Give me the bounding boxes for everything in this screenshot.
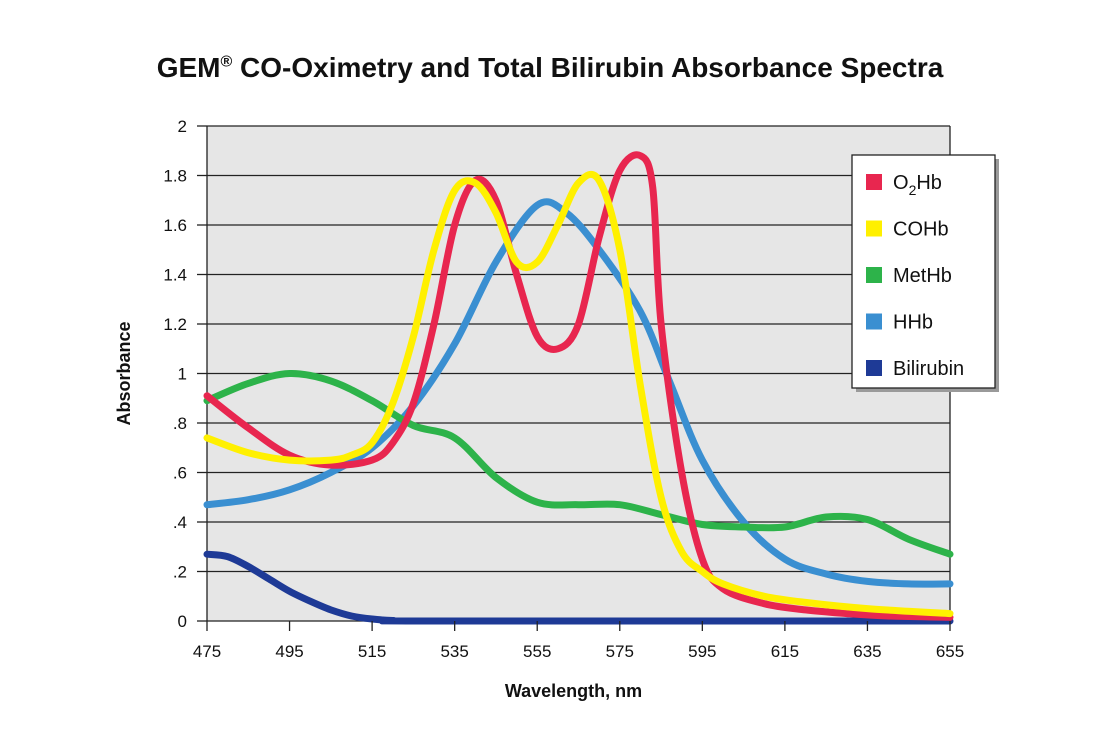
x-tick-label: 595: [688, 642, 716, 661]
series-line-o2hb: [203, 151, 954, 621]
legend-label-o2hb: O2Hb: [893, 172, 942, 198]
y-tick-label: .6: [173, 464, 187, 483]
legend-swatch-hhb: [866, 313, 882, 330]
x-tick-label: 635: [853, 642, 881, 661]
y-tick-label: 1.2: [163, 315, 187, 334]
series-lines: [203, 151, 954, 625]
x-tick-label: 535: [440, 642, 468, 661]
legend-label-cohb: COHb: [893, 219, 949, 241]
title-text: CO-Oximetry and Total Bilirubin Absorban…: [240, 52, 944, 83]
y-tick-label: 2: [178, 117, 187, 136]
legend-label-methb: MetHb: [893, 265, 952, 287]
y-tick-label: .8: [173, 414, 187, 433]
y-tick-label: .4: [173, 513, 187, 532]
x-axis-ticks: 475 495 515 535 555 575 595 615 635 655: [193, 621, 964, 661]
y-axis-ticks: 0 .2 .4 .6 .8 1 1.2 1.4 1.6 1.8 2: [163, 117, 207, 631]
y-tick-label: 1.6: [163, 216, 187, 235]
legend: O2Hb COHb MetHb HHb Bilirubin: [851, 154, 999, 392]
x-tick-label: 655: [936, 642, 964, 661]
y-tick-label: .2: [173, 563, 187, 582]
x-axis-label: Wavelength, nm: [505, 681, 642, 701]
legend-swatch-o2hb: [866, 174, 882, 190]
series-line-bilirubin: [203, 550, 954, 625]
y-tick-label: 1: [178, 365, 187, 384]
x-tick-label: 515: [358, 642, 386, 661]
x-tick-label: 495: [275, 642, 303, 661]
legend-swatch-cohb: [866, 220, 882, 237]
x-tick-label: 475: [193, 642, 221, 661]
registered-mark: ®: [220, 53, 233, 71]
legend-label-bilirubin: Bilirubin: [893, 358, 964, 380]
chart-title: GEM® CO-Oximetry and Total Bilirubin Abs…: [0, 52, 1100, 84]
title-prefix: GEM: [156, 52, 221, 83]
x-tick-label: 615: [771, 642, 799, 661]
x-tick-label: 555: [523, 642, 551, 661]
y-axis-label: Absorbance: [114, 321, 134, 425]
y-tick-label: 0: [178, 612, 187, 631]
y-tick-label: 1.8: [163, 167, 187, 186]
legend-swatch-bilirubin: [866, 360, 882, 376]
x-tick-label: 575: [606, 642, 634, 661]
legend-label-hhb: HHb: [893, 312, 933, 334]
y-tick-label: 1.4: [163, 266, 187, 285]
legend-swatch-methb: [866, 267, 882, 283]
series-line-cohb: [203, 170, 954, 618]
series-line-methb: [203, 369, 954, 558]
